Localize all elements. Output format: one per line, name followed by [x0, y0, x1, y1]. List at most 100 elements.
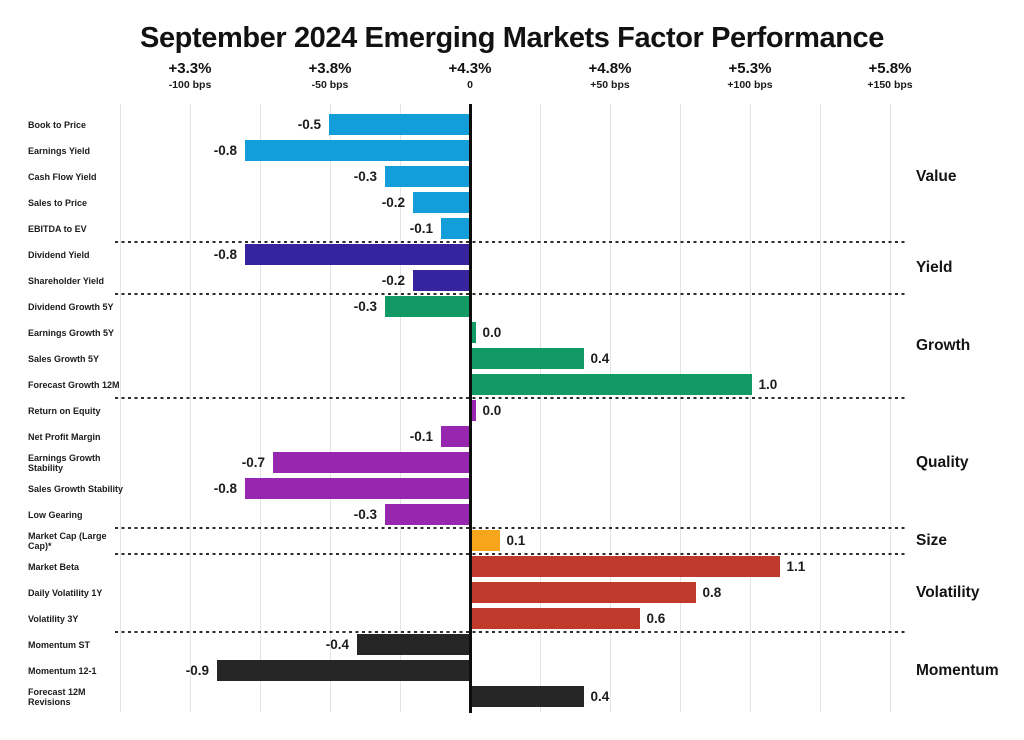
group-label: Quality — [916, 454, 969, 471]
factor-bar — [413, 270, 469, 291]
factor-bar — [413, 192, 469, 213]
axis-tick-pct: +5.8% — [868, 60, 912, 77]
bar-value-label: 1.0 — [758, 377, 778, 392]
factor-label: Shareholder Yield — [28, 276, 105, 286]
gridline — [260, 104, 261, 712]
factor-label: Dividend Yield — [28, 250, 90, 260]
bar-value-label: -0.3 — [353, 507, 377, 522]
gridline — [750, 104, 751, 712]
bar-value-label: 0.4 — [590, 689, 610, 704]
bar-value-label: -0.4 — [325, 637, 349, 652]
bar-value-label: -0.9 — [185, 663, 209, 678]
factor-label: Net Profit Margin — [28, 432, 101, 442]
factor-bar — [245, 140, 469, 161]
factor-label: Market Beta — [28, 562, 80, 572]
gridline — [610, 104, 611, 712]
factor-label: Low Gearing — [28, 510, 83, 520]
bar-value-label: -0.8 — [213, 247, 237, 262]
factor-bar — [471, 530, 500, 551]
axis-tick-pct: +4.8% — [588, 60, 632, 77]
bar-value-label: -0.8 — [213, 481, 237, 496]
gridline — [120, 104, 121, 712]
factor-bar — [385, 296, 469, 317]
gridline — [330, 104, 331, 712]
factor-label: Market Cap (Large Cap)* — [28, 531, 107, 551]
axis-tick: +5.8% +150 bps — [830, 60, 950, 92]
factor-bar — [245, 478, 469, 499]
axis-tick-bps: +100 bps — [727, 79, 773, 91]
factor-label: Momentum ST — [28, 640, 90, 650]
axis-tick-bps: +50 bps — [590, 79, 630, 91]
factor-label: Earnings Growth Stability — [28, 453, 101, 473]
group-label: Volatility — [916, 584, 980, 601]
bar-value-label: -0.1 — [409, 221, 433, 236]
group-label: Momentum — [916, 662, 999, 679]
group-separator — [115, 241, 908, 243]
factor-bar — [441, 218, 469, 239]
factor-label: EBITDA to EV — [28, 224, 87, 234]
group-separator — [115, 553, 908, 555]
factor-label: Earnings Growth 5Y — [28, 328, 115, 338]
factor-label: Sales Growth 5Y — [28, 354, 100, 364]
axis-tick-bps: -50 bps — [311, 79, 349, 91]
bar-value-label: -0.2 — [381, 195, 405, 210]
factor-label: Dividend Growth 5Y — [28, 302, 114, 312]
gridline — [820, 104, 821, 712]
factor-bar — [217, 660, 469, 681]
group-separator — [115, 631, 908, 633]
gridline — [400, 104, 401, 712]
factor-bar — [245, 244, 469, 265]
factor-label: Volatility 3Y — [28, 614, 79, 624]
factor-label: Return on Equity — [28, 406, 101, 416]
group-label: Yield — [916, 259, 953, 276]
factor-label: Forecast 12M Revisions — [28, 687, 86, 707]
bar-value-label: 0.8 — [702, 585, 722, 600]
axis-tick: +3.8% -50 bps — [270, 60, 390, 92]
gridline — [890, 104, 891, 712]
axis-tick-pct: +4.3% — [448, 60, 492, 77]
group-label: Growth — [916, 337, 971, 354]
axis-tick: +4.8% +50 bps — [550, 60, 670, 92]
factor-bar — [273, 452, 469, 473]
axis-tick-pct: +3.3% — [168, 60, 212, 77]
axis-tick: +5.3% +100 bps — [690, 60, 810, 92]
axis-tick: +4.3% 0 — [410, 60, 530, 92]
axis-tick: +3.3% -100 bps — [130, 60, 250, 92]
bar-value-label: -0.7 — [241, 455, 265, 470]
factor-bar — [441, 426, 469, 447]
factor-bar — [471, 374, 752, 395]
bar-value-label: -0.3 — [353, 299, 377, 314]
bar-value-label: 0.0 — [482, 403, 502, 418]
chart-title: September 2024 Emerging Markets Factor P… — [140, 22, 884, 54]
factor-bar — [385, 504, 469, 525]
gridline — [190, 104, 191, 712]
factor-bar — [471, 556, 780, 577]
factor-bar — [471, 348, 584, 369]
group-separator — [115, 397, 908, 399]
factor-label: Daily Volatility 1Y — [28, 588, 103, 598]
factor-bar — [471, 582, 696, 603]
bar-value-label: 0.6 — [646, 611, 666, 626]
factor-label: Momentum 12-1 — [28, 666, 97, 676]
factor-bar — [471, 400, 476, 421]
factor-label: Cash Flow Yield — [28, 172, 97, 182]
factor-bar — [471, 322, 476, 343]
factor-bar — [357, 634, 469, 655]
group-label: Value — [916, 168, 957, 185]
axis-tick-bps: 0 — [467, 79, 473, 91]
bar-value-label: 0.1 — [506, 533, 526, 548]
bar-value-label: 0.0 — [482, 325, 502, 340]
axis-tick-bps: +150 bps — [867, 79, 913, 91]
bar-value-label: -0.1 — [409, 429, 433, 444]
bar-value-label: 1.1 — [786, 559, 806, 574]
factor-bar — [471, 686, 584, 707]
axis-tick-pct: +5.3% — [728, 60, 772, 77]
bar-value-label: -0.2 — [381, 273, 405, 288]
bar-value-label: -0.3 — [353, 169, 377, 184]
factor-bar — [329, 114, 469, 135]
factor-label: Sales Growth Stability — [28, 484, 124, 494]
factor-label: Forecast Growth 12M — [28, 380, 120, 390]
group-separator — [115, 293, 908, 295]
factor-label: Sales to Price — [28, 198, 88, 208]
